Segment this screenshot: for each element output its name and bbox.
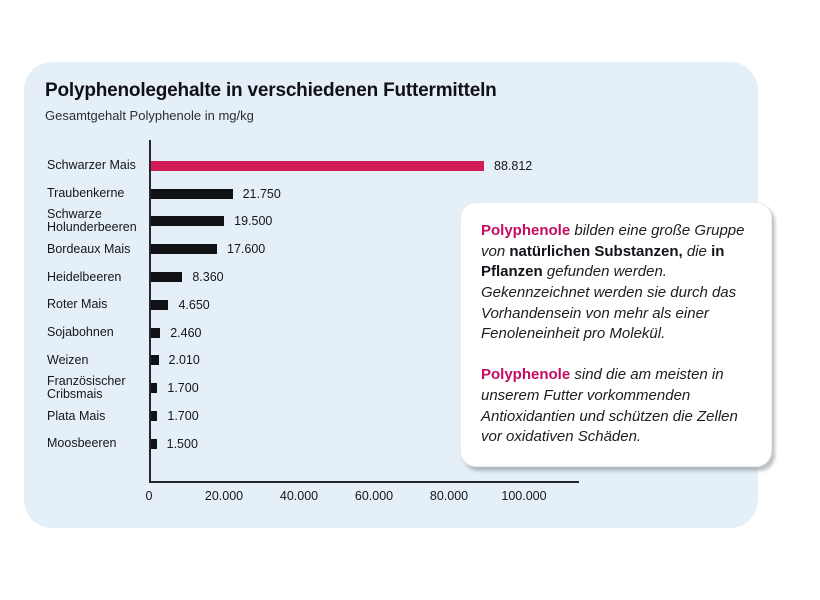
text-run: sind die am meisten in unserem Futter vo… xyxy=(481,366,738,446)
info-paragraph: Polyphenole bilden eine große Gruppe von… xyxy=(481,221,755,345)
bar xyxy=(151,383,158,394)
text-run: natürlichen Substanzen, xyxy=(509,242,683,260)
value-label: 4.650 xyxy=(178,297,210,312)
value-label: 2.010 xyxy=(168,353,200,368)
category-label: Moosbeeren xyxy=(47,436,117,451)
text-run: in Pflanzen xyxy=(481,242,725,281)
bar-row: 1.500 xyxy=(151,430,579,458)
bar xyxy=(151,272,183,283)
chart-subtitle: Gesamtgehalt Polyphenole in mg/kg xyxy=(45,108,254,123)
text-run: Polyphenole xyxy=(481,366,571,384)
category-label: Schwarze Holunderbeeren xyxy=(47,207,137,235)
bar-row: 4.650 xyxy=(151,291,579,319)
text-run: die xyxy=(682,242,712,260)
value-label: 1.700 xyxy=(167,381,199,396)
chart-title: Polyphenolegehalte in verschiedenen Futt… xyxy=(45,80,497,101)
chart-plot-area: 88.812 21.750 19.500 17.600 8.360 4.650 2.460 2… xyxy=(149,140,579,483)
value-label: 19.500 xyxy=(234,214,273,229)
bar-row: 1.700 xyxy=(151,402,579,430)
x-tick-label: 100.000 xyxy=(501,489,547,503)
category-label: Weizen xyxy=(47,352,89,367)
x-tick-label: 80.000 xyxy=(429,489,469,503)
info-box: Polyphenole bilden eine große Gruppe von… xyxy=(460,202,772,467)
bar-row: 19.500 xyxy=(151,208,579,236)
value-label: 2.460 xyxy=(170,325,202,340)
bar xyxy=(151,188,233,199)
bar xyxy=(151,355,159,366)
chart-card: Polyphenolegehalte in verschiedenen Futt… xyxy=(24,62,772,528)
bar xyxy=(151,438,157,449)
bar xyxy=(151,411,158,422)
value-label: 21.750 xyxy=(242,186,281,201)
category-label: Plata Mais xyxy=(47,408,106,423)
value-label: 8.360 xyxy=(192,270,224,285)
bar xyxy=(151,160,485,171)
value-label: 1.700 xyxy=(167,409,199,424)
value-label: 88.812 xyxy=(494,158,533,173)
bar-row: 17.600 xyxy=(151,235,579,263)
category-label: Schwarzer Mais xyxy=(47,158,136,173)
text-run: Polyphenole xyxy=(481,222,571,239)
bar-row: 21.750 xyxy=(151,180,579,208)
x-axis: 0 20.000 40.000 60.000 80.000 100.000 xyxy=(145,489,579,509)
value-label: 17.600 xyxy=(227,242,266,257)
bar xyxy=(151,327,161,338)
text-run: bilden eine große Gruppe von xyxy=(481,222,745,260)
bar-row: 2.010 xyxy=(151,347,579,375)
text-run: gefunden werden. Gekennzeichnet werden s… xyxy=(481,263,737,343)
bar-row: 2.460 xyxy=(151,319,579,347)
category-label: Roter Mais xyxy=(47,297,108,312)
bar xyxy=(151,216,225,227)
category-label: Bordeaux Mais xyxy=(47,241,131,256)
category-label: Heidelbeeren xyxy=(47,269,122,284)
value-label: 1.500 xyxy=(166,436,198,451)
x-tick-label: 0 xyxy=(145,489,153,503)
bar-row: 1.700 xyxy=(151,374,579,402)
x-tick-label: 20.000 xyxy=(204,489,244,503)
category-label: Französischer Cribsmais xyxy=(47,374,126,402)
category-labels: Schwarzer Mais Traubenkerne Schwarze Holun… xyxy=(47,152,148,458)
bar-row: 88.812 xyxy=(151,152,579,180)
bar xyxy=(151,299,169,310)
category-label: Traubenkerne xyxy=(47,186,125,201)
category-label: Sojabohnen xyxy=(47,325,114,340)
x-tick-label: 40.000 xyxy=(279,489,319,503)
x-tick-label: 60.000 xyxy=(354,489,394,503)
info-paragraph: Polyphenole sind die am meisten in unser… xyxy=(481,365,755,448)
bar-row: 8.360 xyxy=(151,263,579,291)
bar xyxy=(151,244,217,255)
